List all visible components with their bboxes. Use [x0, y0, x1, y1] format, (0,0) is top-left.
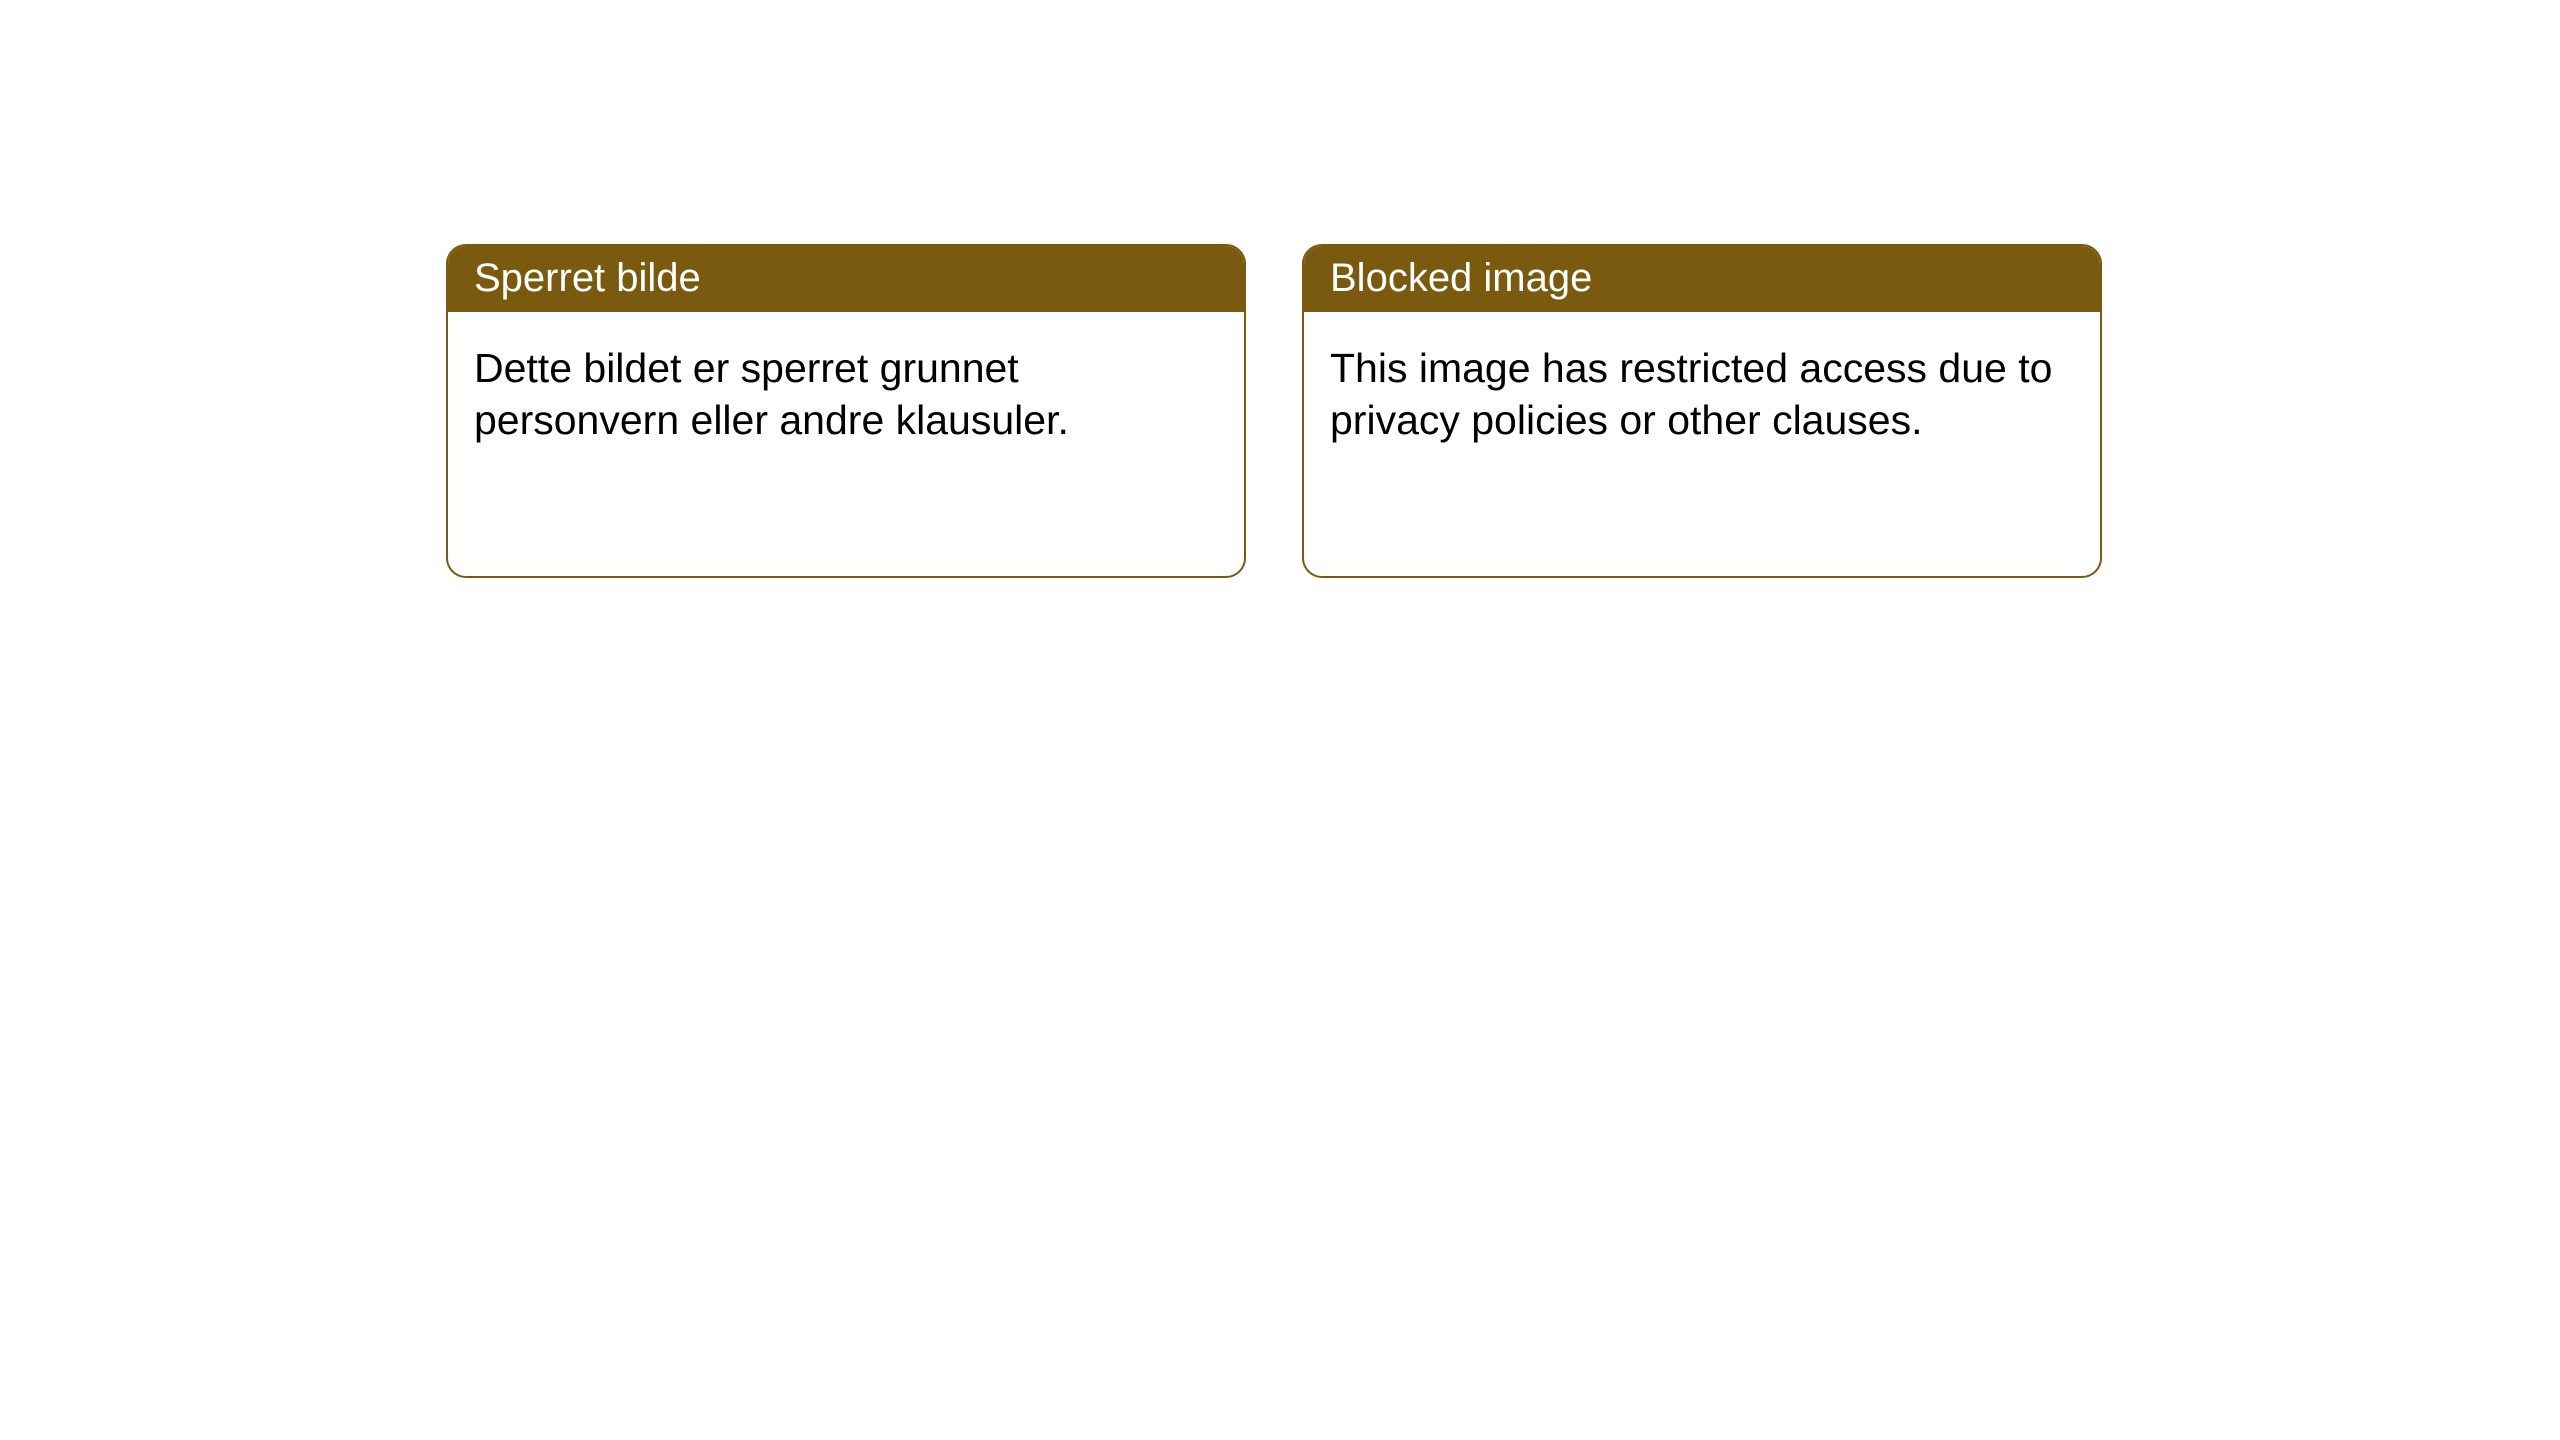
notice-card-norwegian: Sperret bilde Dette bildet er sperret gr…: [446, 244, 1246, 578]
notice-container: Sperret bilde Dette bildet er sperret gr…: [446, 244, 2102, 578]
notice-header-english: Blocked image: [1304, 246, 2100, 312]
notice-body-norwegian: Dette bildet er sperret grunnet personve…: [448, 312, 1244, 477]
notice-card-english: Blocked image This image has restricted …: [1302, 244, 2102, 578]
notice-header-norwegian: Sperret bilde: [448, 246, 1244, 312]
notice-body-english: This image has restricted access due to …: [1304, 312, 2100, 477]
